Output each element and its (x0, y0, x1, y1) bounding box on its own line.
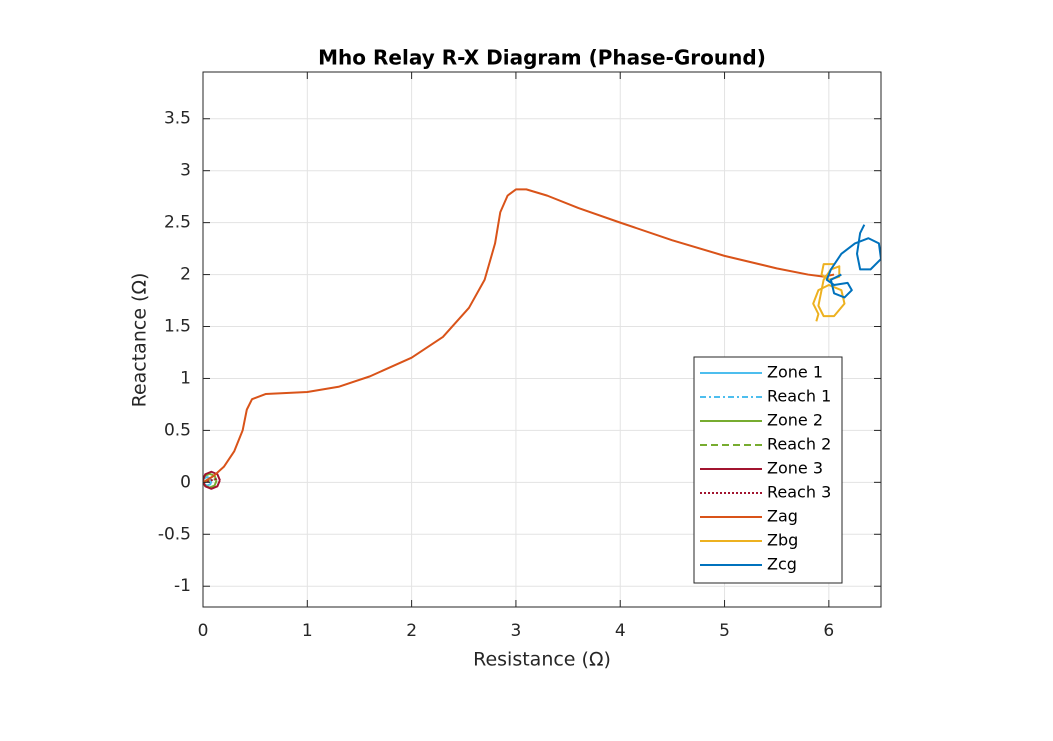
series-line (825, 224, 881, 299)
series-line (203, 477, 220, 484)
y-tick-label: -1 (174, 576, 191, 596)
y-tick-label: 3.5 (164, 109, 191, 129)
y-tick-label: 3 (180, 161, 191, 181)
y-tick-label: 0.5 (164, 420, 191, 440)
axes-box (202, 71, 882, 608)
y-axis-label: Reactance (Ω) (129, 273, 151, 408)
y-tick-label: 2.5 (164, 213, 191, 233)
legend: Zone 1 Reach 1 Zone 2 Reach 2 Zone 3 Reach 3 Z… (693, 356, 843, 584)
legend-label: Zcg (767, 555, 797, 574)
x-tick-label: 3 (511, 621, 522, 641)
legend-label: Zone 3 (767, 459, 823, 478)
x-tick-label: 2 (406, 621, 417, 641)
chart-title: Mho Relay R-X Diagram (Phase-Ground) (318, 46, 766, 70)
ticks: 0 1 2 3 4 5 6 -1 -0.5 0 0.5 1 1.5 2 2.5 3 3.5 (158, 72, 881, 641)
y-tick-label: 2 (180, 265, 191, 285)
plot-lines (203, 188, 881, 490)
x-axis-label: Resistance (Ω) (473, 649, 611, 671)
legend-label: Zbg (767, 531, 798, 550)
legend-label: Reach 1 (767, 387, 831, 406)
y-tick-label: 1.5 (164, 317, 191, 337)
series-line (203, 188, 835, 484)
legend-label: Reach 3 (767, 483, 831, 502)
x-tick-label: 0 (198, 621, 209, 641)
series-line (203, 472, 218, 489)
x-tick-label: 4 (615, 621, 626, 641)
x-tick-label: 1 (302, 621, 313, 641)
x-tick-label: 5 (719, 621, 730, 641)
legend-label: Zag (767, 507, 798, 526)
legend-label: Zone 2 (767, 411, 823, 430)
legend-label: Reach 2 (767, 435, 831, 454)
x-tick-label: 6 (823, 621, 834, 641)
y-tick-label: 0 (180, 472, 191, 492)
y-tick-label: -0.5 (158, 524, 191, 544)
legend-label: Zone 1 (767, 363, 823, 382)
y-tick-label: 1 (180, 368, 191, 388)
